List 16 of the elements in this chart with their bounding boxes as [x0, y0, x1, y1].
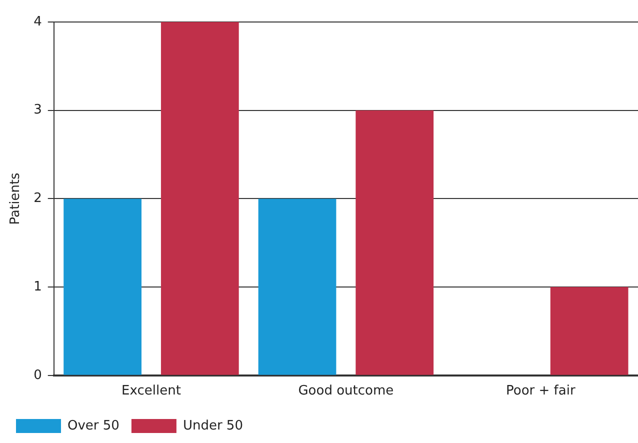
y-tick-label: 4 — [34, 14, 42, 30]
x-tick-label: Poor + fair — [506, 384, 576, 399]
bar — [258, 198, 336, 375]
y-tick-label: 3 — [34, 102, 42, 118]
bar — [160, 22, 239, 375]
y-tick-label: 0 — [34, 368, 42, 383]
x-tick-label: Good outcome — [298, 384, 394, 399]
x-tick-label: Excellent — [122, 384, 181, 399]
bar — [356, 110, 434, 375]
legend-label: Over 50 — [68, 418, 120, 434]
legend-label: Under 50 — [182, 418, 243, 434]
y-axis-title: Patients — [8, 172, 24, 225]
y-tick-label: 2 — [34, 191, 42, 206]
y-tick-label: 1 — [34, 279, 42, 294]
bar — [550, 287, 628, 375]
bar — [64, 198, 142, 375]
